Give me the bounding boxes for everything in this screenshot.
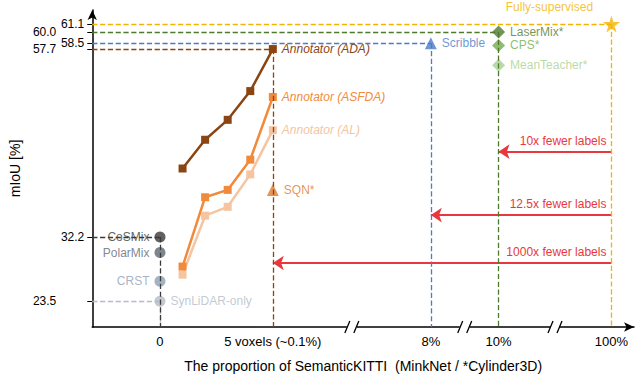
svg-text:58.5: 58.5	[61, 36, 85, 50]
svg-text:SQN*: SQN*	[284, 183, 315, 197]
svg-text:Annotator (ASFDA): Annotator (ASFDA)	[281, 90, 385, 104]
svg-text:12.5x fewer labels: 12.5x fewer labels	[510, 197, 607, 211]
svg-text:10x fewer labels: 10x fewer labels	[520, 134, 607, 148]
svg-text:5 voxels (~0.1%): 5 voxels (~0.1%)	[224, 334, 321, 349]
svg-text:100%: 100%	[595, 334, 629, 349]
svg-text:Annotator (ADA): Annotator (ADA)	[281, 42, 370, 56]
svg-text:CoSMix: CoSMix	[107, 230, 150, 245]
svg-text:Fully-supervised: Fully-supervised	[506, 0, 593, 14]
svg-text:CRST: CRST	[117, 274, 150, 288]
svg-text:23.5: 23.5	[33, 294, 57, 308]
svg-text:Scribble: Scribble	[442, 36, 486, 50]
svg-text:10%: 10%	[486, 334, 512, 349]
svg-text:61.1: 61.1	[61, 17, 85, 31]
svg-text:32.2: 32.2	[61, 230, 85, 244]
svg-text:Annotator (AL): Annotator (AL)	[281, 123, 360, 137]
svg-text:MeanTeacher*: MeanTeacher*	[510, 58, 588, 72]
svg-text:1000x fewer labels: 1000x fewer labels	[506, 245, 606, 259]
svg-text:PolarMix: PolarMix	[103, 246, 150, 260]
svg-text:SynLiDAR-only: SynLiDAR-only	[170, 294, 251, 308]
svg-text:LaserMix*: LaserMix*	[510, 25, 564, 39]
svg-text:57.7: 57.7	[33, 42, 57, 56]
svg-text:8%: 8%	[421, 334, 440, 349]
svg-text:CPS*: CPS*	[510, 38, 540, 52]
svg-text:0: 0	[156, 334, 163, 349]
svg-text:The proportion of SemanticKITT: The proportion of SemanticKITTI (MinkNet…	[184, 358, 542, 374]
svg-text:mIoU [%]: mIoU [%]	[7, 140, 23, 198]
svg-text:60.0: 60.0	[33, 25, 57, 39]
